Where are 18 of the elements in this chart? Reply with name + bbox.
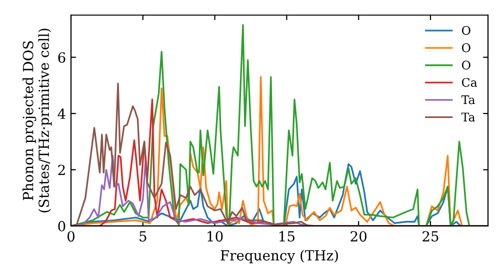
- legend-label: O: [462, 60, 470, 70]
- x-tick-label: 0: [67, 231, 74, 242]
- x-tick-label: 20: [350, 231, 366, 242]
- x-tick-label: 25: [422, 231, 438, 242]
- x-tick-label: 15: [280, 231, 294, 242]
- y-tick-label: 0: [58, 220, 66, 232]
- x-tick-label: 5: [140, 231, 146, 242]
- legend-label: Ta: [461, 112, 475, 122]
- y-tick-label: 2: [58, 164, 65, 176]
- y-axis-title: Phonon projected DOS (States/THz·primitive cell): [22, 28, 52, 212]
- legend-label: O: [462, 43, 470, 52]
- legend-label: Ca: [462, 78, 478, 87]
- y-tick-label: 4: [58, 108, 66, 119]
- legend-label: Ta: [461, 95, 475, 104]
- x-axis-title: Frequency (THz): [220, 250, 338, 264]
- legend-label: O: [462, 26, 470, 35]
- x-tick-label: 10: [208, 231, 223, 242]
- y-tick-label: 6: [58, 52, 66, 63]
